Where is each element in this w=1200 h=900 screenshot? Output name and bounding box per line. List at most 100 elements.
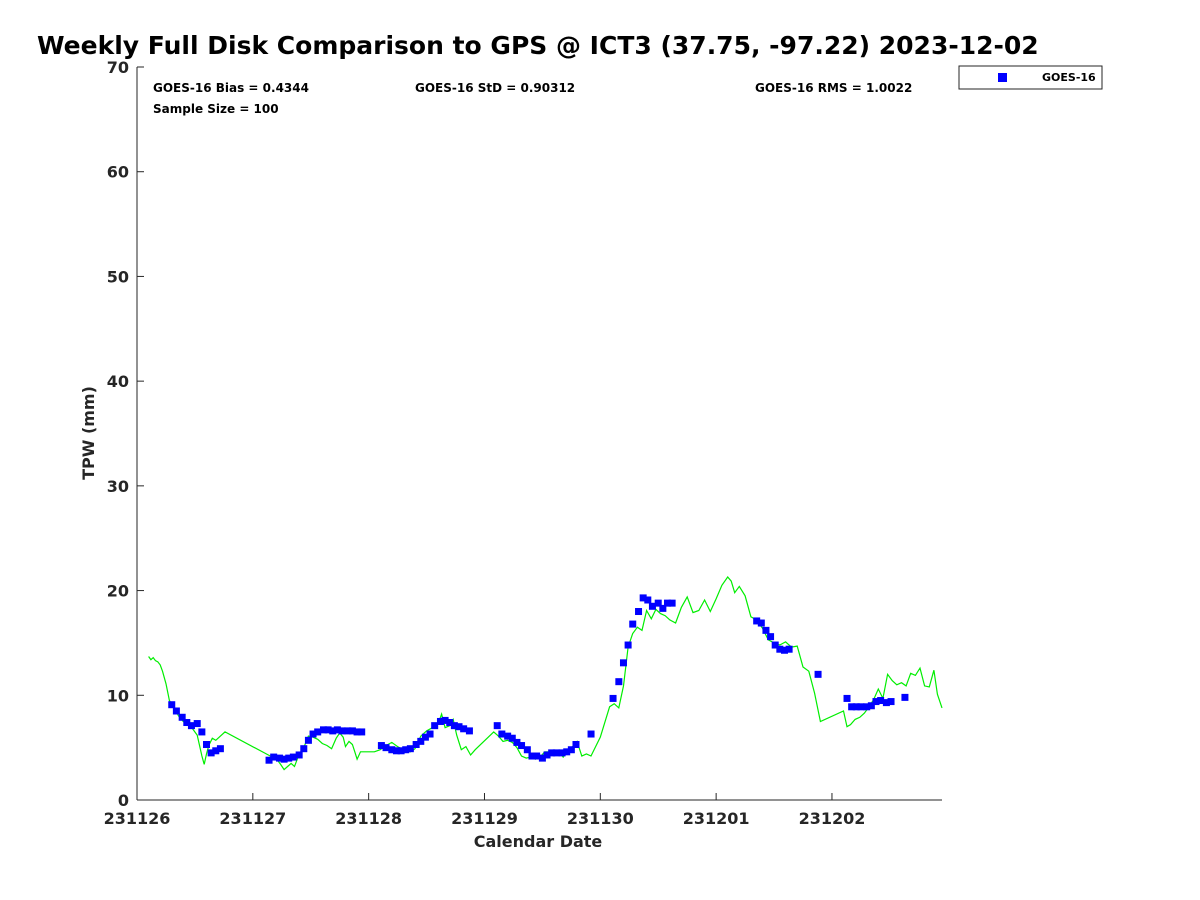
goes-16-point bbox=[168, 701, 176, 709]
goes-16-point bbox=[648, 602, 656, 610]
goes-16-point bbox=[635, 608, 643, 616]
x-tick-label: 231202 bbox=[799, 809, 866, 828]
goes-16-point bbox=[552, 749, 560, 757]
goes-16-point bbox=[465, 727, 473, 735]
goes-16-point bbox=[344, 727, 352, 735]
goes-16-point bbox=[843, 694, 851, 702]
y-axis-ticks: 0 10 20 30 40 50 60 70 bbox=[107, 58, 144, 810]
goes-16-point bbox=[382, 744, 390, 752]
goes-16-point bbox=[270, 753, 278, 761]
goes-16-point bbox=[776, 645, 784, 653]
goes-16-point bbox=[867, 702, 875, 710]
x-axis-label: Calendar Date bbox=[474, 832, 603, 851]
goes-16-point bbox=[333, 726, 341, 734]
goes-16-point bbox=[572, 741, 580, 749]
goes-16-point bbox=[663, 599, 671, 607]
x-tick-label: 231130 bbox=[567, 809, 634, 828]
goes-16-point bbox=[183, 719, 191, 727]
goes-16-point bbox=[285, 754, 293, 762]
plot-area bbox=[137, 67, 942, 800]
goes-16-point bbox=[877, 697, 885, 705]
goes-16-point bbox=[417, 737, 425, 745]
goes-16-point bbox=[324, 726, 332, 734]
goes-16-point bbox=[887, 698, 895, 706]
goes-16-point bbox=[446, 719, 454, 727]
goes-16-point bbox=[455, 723, 463, 731]
goes-16-point bbox=[193, 720, 201, 728]
goes-16-point bbox=[872, 698, 880, 706]
goes-16-point bbox=[304, 736, 312, 744]
chart-title: Weekly Full Disk Comparison to GPS @ ICT… bbox=[37, 31, 1039, 60]
legend-box bbox=[958, 65, 1103, 90]
goes-16-point bbox=[771, 641, 779, 649]
goes-16-point bbox=[587, 730, 595, 738]
goes-16-point bbox=[619, 659, 627, 667]
goes-16-point bbox=[609, 694, 617, 702]
goes-16-point bbox=[198, 728, 206, 736]
x-tick-label: 231129 bbox=[451, 809, 518, 828]
goes-16-point bbox=[426, 730, 434, 738]
goes-16-point bbox=[523, 746, 531, 754]
goes-16-series bbox=[168, 594, 909, 764]
goes-16-point bbox=[460, 725, 468, 733]
goes-16-point bbox=[882, 699, 890, 707]
x-tick-label: 231201 bbox=[683, 809, 750, 828]
x-tick-label: 231128 bbox=[335, 809, 402, 828]
stat-rms: GOES-16 RMS = 1.0022 bbox=[755, 81, 912, 95]
y-tick-label: 0 bbox=[118, 791, 129, 810]
goes-16-point bbox=[548, 749, 556, 757]
goes-16-point bbox=[402, 746, 410, 754]
goes-16-point bbox=[814, 670, 822, 678]
y-tick-label: 10 bbox=[107, 686, 129, 705]
y-tick-label: 50 bbox=[107, 267, 129, 286]
y-tick-label: 60 bbox=[107, 163, 129, 182]
goes-16-point bbox=[848, 703, 856, 711]
x-tick-label: 231127 bbox=[219, 809, 286, 828]
goes-16-point bbox=[421, 733, 429, 741]
goes-16-point bbox=[207, 749, 215, 757]
goes-16-point bbox=[504, 732, 512, 740]
goes-16-point bbox=[508, 734, 516, 742]
goes-16-point bbox=[528, 752, 536, 760]
goes-16-point bbox=[172, 707, 180, 715]
goes-16-point bbox=[644, 596, 652, 604]
goes-16-point bbox=[668, 599, 676, 607]
goes-16-point bbox=[543, 751, 551, 759]
goes-16-point bbox=[319, 726, 327, 734]
goes-16-point bbox=[753, 617, 761, 625]
goes-16-point bbox=[392, 747, 400, 755]
goes-16-point bbox=[309, 730, 317, 738]
goes-16-point bbox=[265, 756, 273, 764]
y-tick-label: 30 bbox=[107, 477, 129, 496]
goes-16-point bbox=[377, 742, 385, 750]
goes-16-point bbox=[300, 745, 308, 753]
goes-16-point bbox=[406, 745, 414, 753]
goes-16-point bbox=[780, 646, 788, 654]
goes-16-point bbox=[329, 727, 337, 735]
goes-16-point bbox=[762, 626, 770, 634]
goes-16-point bbox=[412, 741, 420, 749]
y-axis-label: TPW (mm) bbox=[79, 386, 98, 480]
y-tick-label: 70 bbox=[107, 58, 129, 77]
goes-16-point bbox=[441, 716, 449, 724]
goes-16-point bbox=[212, 747, 220, 755]
goes-16-point bbox=[358, 728, 366, 736]
goes-16-point bbox=[863, 703, 871, 711]
y-tick-label: 20 bbox=[107, 582, 129, 601]
goes-16-point bbox=[338, 727, 346, 735]
legend: GOES-16 bbox=[958, 65, 1103, 90]
goes-16-point bbox=[431, 722, 439, 730]
goes-16-point bbox=[314, 728, 322, 736]
goes-16-point bbox=[275, 754, 283, 762]
goes-16-point bbox=[901, 693, 909, 701]
stat-std: GOES-16 StD = 0.90312 bbox=[415, 81, 575, 95]
goes-16-point bbox=[353, 728, 361, 736]
goes-16-point bbox=[624, 641, 632, 649]
goes-16-point bbox=[567, 746, 575, 754]
goes-16-point bbox=[654, 599, 662, 607]
goes-16-point bbox=[767, 633, 775, 641]
goes-16-point bbox=[187, 722, 195, 730]
goes-16-point bbox=[348, 727, 356, 735]
goes-16-point bbox=[450, 722, 458, 730]
